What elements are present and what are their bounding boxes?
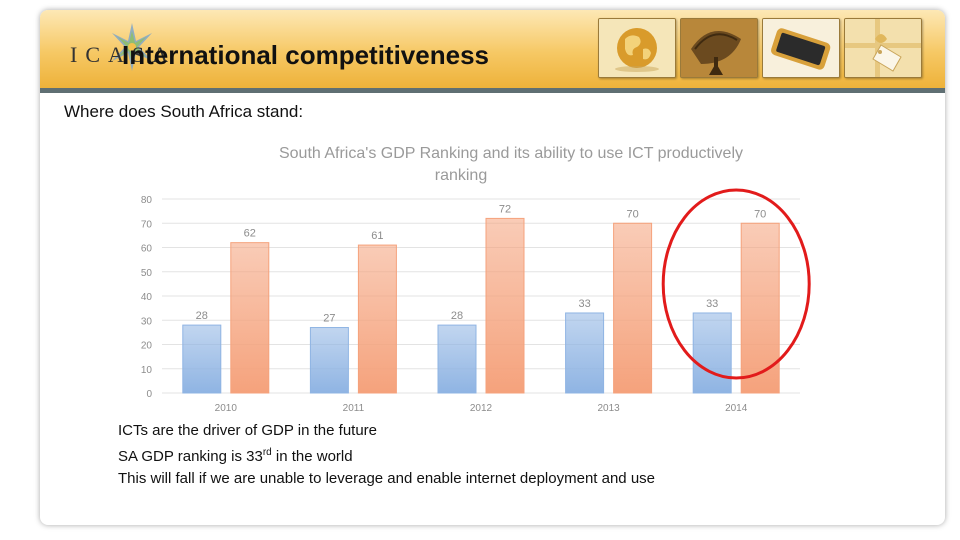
data-label: 28 [451, 310, 463, 322]
bullet-line-2-suffix: in the world [271, 448, 353, 465]
chart-bars: 28 62 27 61 28 72 33 70 33 70 [182, 203, 780, 394]
data-label: 28 [196, 310, 208, 322]
bar-series1-2010 [182, 324, 222, 394]
chart-y-axis: 0 10 20 30 40 50 60 70 80 [141, 195, 153, 400]
y-tick-label: 50 [141, 268, 153, 279]
x-tick-label: 2011 [343, 403, 365, 414]
y-tick-label: 10 [141, 365, 153, 376]
data-label: 62 [244, 228, 256, 240]
data-label: 70 [626, 208, 638, 220]
gdp-ict-bar-chart: South Africa's GDP Ranking and its abili… [141, 145, 811, 414]
logo-text: ICASA [70, 42, 177, 67]
globe-icon [599, 19, 675, 77]
price-tag-thumbnail [844, 18, 922, 78]
header-divider [40, 88, 945, 93]
satellite-dish-icon [681, 19, 757, 77]
y-tick-label: 30 [141, 316, 153, 327]
data-label: 61 [371, 230, 383, 242]
logo-star-icon [112, 23, 152, 71]
bullet-line-2: SA GDP ranking is 33rd in the world [118, 442, 655, 468]
data-label: 33 [578, 298, 590, 310]
x-tick-label: 2014 [725, 403, 748, 414]
bar-series2-2013 [613, 222, 653, 394]
x-tick-label: 2013 [597, 403, 620, 414]
bullet-list: ICTs are the driver of GDP in the future… [118, 420, 655, 490]
y-tick-label: 20 [141, 341, 153, 352]
page-title: International competitiveness [122, 40, 489, 70]
globe-thumbnail [598, 18, 676, 78]
data-label: 27 [323, 313, 335, 325]
bar-series2-2014 [740, 222, 780, 394]
smartphone-icon [763, 19, 839, 77]
bar-series2-2011 [357, 244, 397, 394]
bar-series2-2012 [485, 217, 525, 394]
bar-series1-2011 [309, 327, 349, 394]
bar-series1-2012 [437, 324, 477, 394]
data-label: 70 [754, 208, 766, 220]
y-tick-label: 0 [146, 389, 152, 400]
bar-series2-2010 [230, 242, 270, 394]
y-tick-label: 40 [141, 292, 153, 303]
bullet-line-2-text: SA GDP ranking is 33 [118, 448, 263, 465]
price-tag-icon [845, 19, 921, 77]
chart-title-line2: ranking [435, 167, 487, 184]
icasa-logo: ICASA [70, 18, 168, 80]
highlight-ellipse [661, 188, 811, 380]
subtitle: Where does South Africa stand: [64, 102, 304, 121]
chart-title-line1: South Africa's GDP Ranking and its abili… [279, 145, 743, 162]
bullet-line-1: ICTs are the driver of GDP in the future [118, 422, 378, 439]
y-tick-label: 80 [141, 195, 153, 206]
bullet-line-3: This will fall if we are unable to lever… [118, 470, 655, 487]
data-label: 72 [499, 203, 511, 215]
chart-x-axis: 2010 2011 2012 2013 2014 [215, 403, 748, 414]
satellite-dish-thumbnail [680, 18, 758, 78]
bar-series1-2013 [565, 312, 605, 394]
bullet-line-2-superscript: rd [262, 447, 272, 458]
slide: ICASA International competitiveness [40, 10, 945, 525]
bar-series1-2014 [692, 312, 732, 394]
x-tick-label: 2010 [215, 403, 238, 414]
x-tick-label: 2012 [470, 403, 493, 414]
y-tick-label: 60 [141, 244, 153, 255]
header-bar: ICASA International competitiveness [40, 10, 945, 88]
y-tick-label: 70 [141, 219, 153, 230]
smartphone-thumbnail [762, 18, 840, 78]
data-label: 33 [706, 298, 718, 310]
